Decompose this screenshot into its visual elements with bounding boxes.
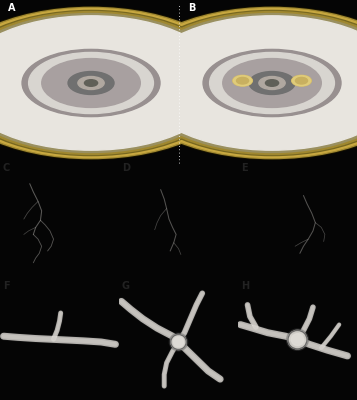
Ellipse shape [0, 16, 224, 150]
Ellipse shape [0, 12, 231, 154]
Ellipse shape [233, 76, 252, 86]
Ellipse shape [78, 76, 104, 90]
Ellipse shape [0, 8, 238, 158]
Circle shape [287, 329, 308, 350]
Ellipse shape [29, 52, 154, 114]
Ellipse shape [68, 72, 114, 94]
Ellipse shape [42, 58, 140, 108]
Circle shape [169, 333, 188, 351]
Text: B: B [188, 3, 196, 13]
Text: C: C [3, 163, 10, 173]
Text: F: F [3, 281, 10, 291]
Ellipse shape [0, 14, 228, 152]
Text: E: E [241, 163, 248, 173]
Ellipse shape [266, 80, 278, 86]
Text: A: A [8, 3, 15, 13]
Ellipse shape [223, 58, 321, 108]
Circle shape [291, 334, 304, 346]
Circle shape [171, 334, 186, 350]
Ellipse shape [139, 16, 357, 150]
Ellipse shape [203, 50, 341, 116]
Ellipse shape [259, 76, 285, 90]
Ellipse shape [210, 52, 335, 114]
Ellipse shape [85, 80, 97, 86]
Ellipse shape [129, 10, 357, 156]
Text: D: D [122, 163, 130, 173]
Ellipse shape [22, 50, 160, 116]
Text: G: G [122, 281, 130, 291]
Text: H: H [241, 281, 249, 291]
Ellipse shape [237, 78, 248, 84]
Ellipse shape [233, 75, 252, 86]
Ellipse shape [0, 7, 242, 159]
Ellipse shape [125, 8, 357, 158]
Ellipse shape [296, 78, 307, 84]
Ellipse shape [249, 72, 295, 94]
Ellipse shape [132, 12, 357, 154]
Ellipse shape [121, 7, 357, 159]
Ellipse shape [292, 75, 311, 86]
Ellipse shape [0, 8, 241, 158]
Circle shape [174, 337, 183, 347]
Ellipse shape [292, 76, 311, 86]
Ellipse shape [122, 8, 357, 158]
Ellipse shape [135, 14, 357, 152]
Circle shape [288, 330, 307, 349]
Ellipse shape [0, 10, 234, 156]
